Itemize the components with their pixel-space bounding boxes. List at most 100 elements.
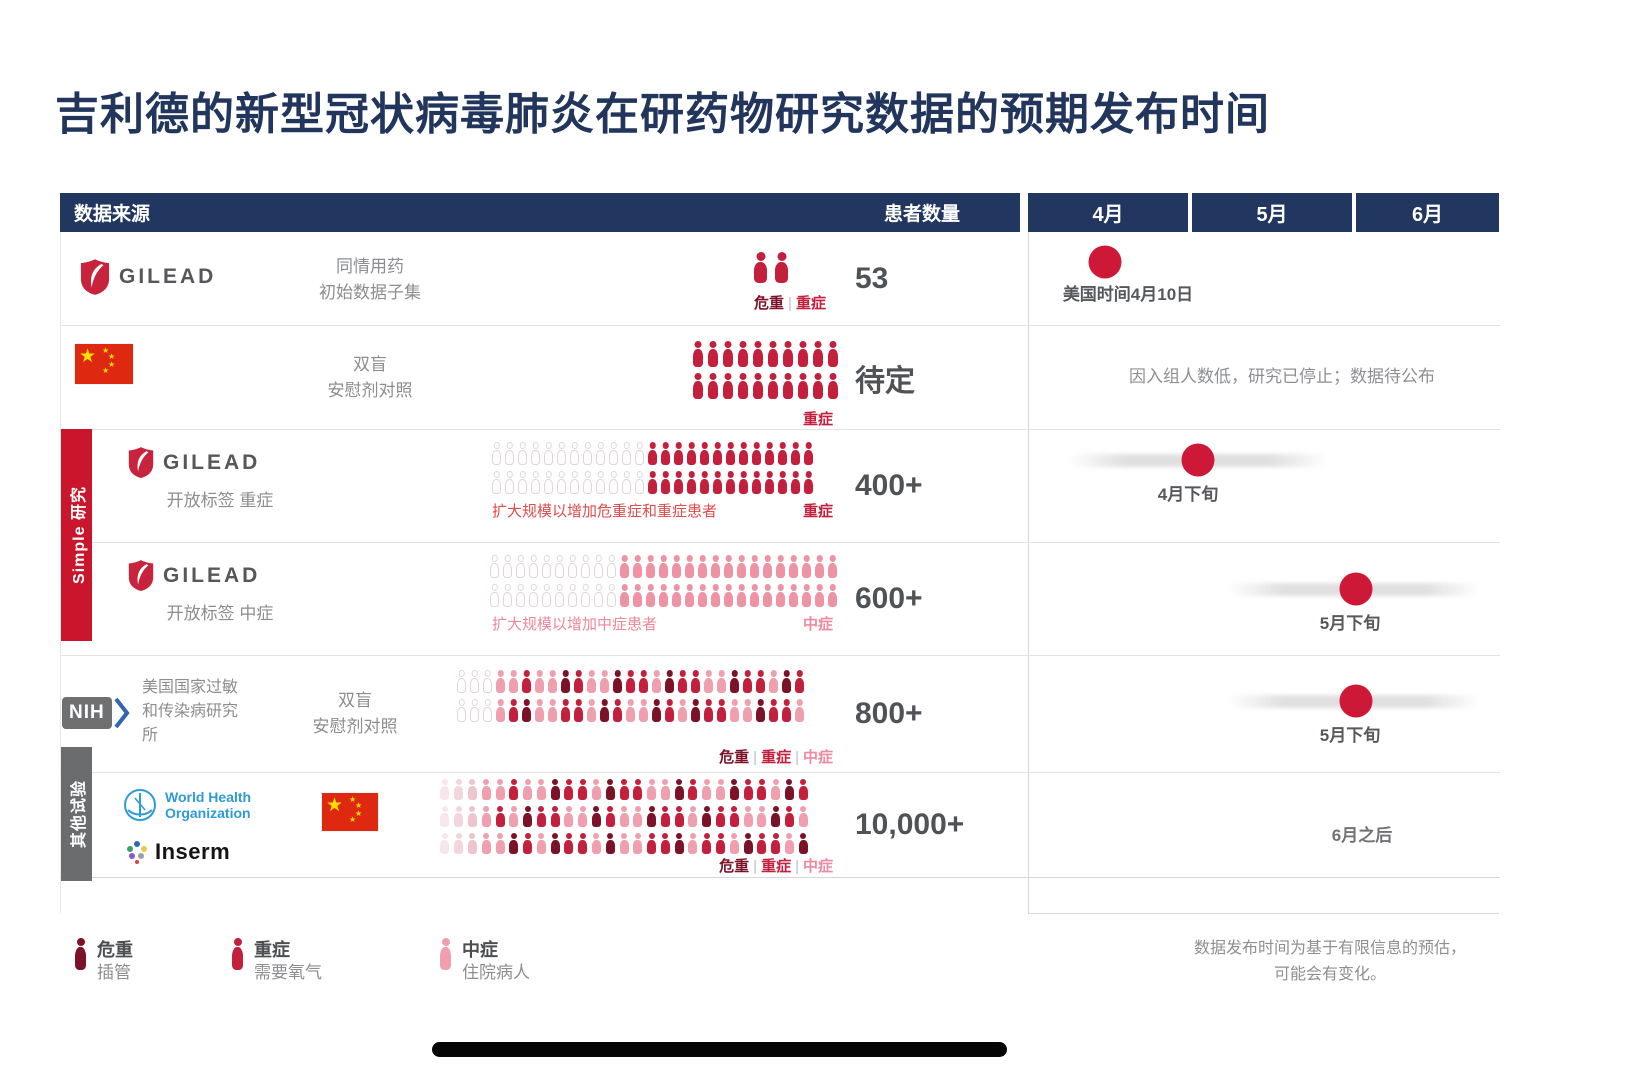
person-icon [700, 442, 709, 465]
person-outline-icon [596, 442, 605, 465]
person-icon [564, 779, 574, 800]
who-wordmark: World Health Organization [165, 788, 252, 821]
patient-count: 800+ [855, 697, 923, 730]
person-outline-icon [635, 442, 644, 465]
person-icon [633, 833, 643, 854]
inserm-logo: Inserm [126, 839, 230, 865]
expand-annotation: 扩大规模以增加中症患者 [492, 616, 658, 633]
person-icon [688, 833, 698, 854]
person-icon [797, 373, 808, 399]
person-icon [495, 833, 505, 854]
person-icon [804, 442, 813, 465]
person-outline-icon [470, 670, 479, 693]
person-icon [815, 584, 824, 607]
person-icon [685, 555, 694, 578]
person-outline-icon [557, 442, 566, 465]
person-icon [765, 471, 774, 494]
person-icon [578, 806, 588, 827]
timeline-note: 因入组人数低，研究已停止；数据待公布 [1129, 367, 1435, 386]
person-icon [509, 670, 518, 693]
person-icon [743, 779, 753, 800]
severity-part: | [753, 858, 758, 875]
person-icon [827, 373, 838, 399]
person-icon [626, 699, 635, 722]
person-icon [674, 806, 684, 827]
person-icon [750, 584, 759, 607]
header-month-may: 5月 [1192, 193, 1352, 232]
patient-pictograms [438, 779, 810, 860]
severity-part: | [788, 295, 792, 312]
person-icon [687, 442, 696, 465]
person-icon [523, 779, 533, 800]
person-icon [613, 670, 622, 693]
person-icon [536, 779, 546, 800]
person-icon [661, 471, 670, 494]
person-icon [535, 699, 544, 722]
data-table: 数据来源 患者数量 4月 5月 6月 GILEAD [60, 193, 1500, 914]
person-icon [724, 584, 733, 607]
gilead-shield-icon [80, 259, 110, 295]
person-icon [674, 442, 683, 465]
person-icon [722, 373, 733, 399]
gilead-logo: GILEAD [128, 446, 260, 479]
person-icon [467, 779, 477, 800]
person-outline-icon [609, 471, 618, 494]
person-outline-icon [583, 471, 592, 494]
person-icon [440, 779, 450, 800]
person-outline-icon [570, 442, 579, 465]
table-header: 数据来源 患者数量 4月 5月 6月 [60, 193, 1500, 232]
person-icon [716, 833, 726, 854]
person-icon [639, 670, 648, 693]
severity-part: 中症 [802, 858, 833, 875]
person-icon [752, 341, 763, 367]
person-icon [737, 584, 746, 607]
person-icon [550, 806, 560, 827]
person-icon [232, 938, 243, 970]
person-outline-icon [568, 584, 577, 607]
person-icon [578, 833, 588, 854]
person-icon [812, 341, 823, 367]
person-icon [767, 341, 778, 367]
severity-part: 重症 [761, 858, 792, 875]
person-icon [795, 670, 804, 693]
timeline-dot [1339, 684, 1373, 718]
person-icon [648, 442, 657, 465]
simple-study-group-label: Simple 研究 [70, 486, 88, 584]
person-outline-icon [490, 584, 499, 607]
gilead-wordmark: GILEAD [163, 563, 261, 587]
person-icon [509, 806, 519, 827]
person-icon [688, 779, 698, 800]
person-icon [771, 779, 781, 800]
person-icon [620, 555, 629, 578]
person-icon [678, 670, 687, 693]
person-icon [726, 442, 735, 465]
person-icon [716, 806, 726, 827]
other-trials-group-bar: 其他试验 [61, 747, 92, 881]
person-icon [791, 471, 800, 494]
person-icon [778, 442, 787, 465]
person-icon [713, 442, 722, 465]
person-icon [619, 806, 629, 827]
person-icon [757, 833, 767, 854]
person-icon [605, 833, 615, 854]
person-outline-icon [596, 471, 605, 494]
person-icon [769, 699, 778, 722]
person-icon [802, 584, 811, 607]
china-flag-icon: ★ ★ ★ ★ ★ [322, 793, 378, 831]
china-flag-icon: ★ ★ ★ ★ ★ [75, 344, 133, 384]
person-outline-icon [568, 555, 577, 578]
patient-pictograms [455, 670, 806, 728]
person-icon [647, 806, 657, 827]
row-gilead-open-label-severe: GILEAD 开放标签 重症 扩大规模以增加危重症和重症患者 重症 400+ 4… [60, 429, 1500, 542]
person-icon [802, 555, 811, 578]
inserm-dots-icon [127, 841, 147, 864]
timeline-cell: 6月之后 [60, 773, 1500, 877]
person-icon [713, 471, 722, 494]
header-month-april: 4月 [1028, 193, 1188, 232]
person-icon [605, 779, 615, 800]
severity-label: 中症 [760, 613, 835, 634]
person-icon [672, 584, 681, 607]
person-outline-icon [531, 471, 540, 494]
person-outline-icon [531, 442, 540, 465]
person-icon [587, 699, 596, 722]
